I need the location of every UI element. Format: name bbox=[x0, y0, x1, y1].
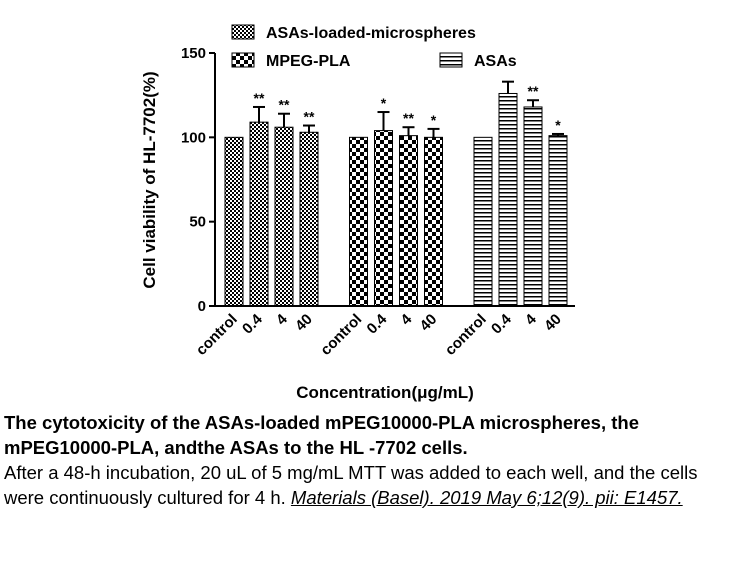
significance: ** bbox=[254, 90, 265, 106]
x-tick-label: 4 bbox=[273, 310, 291, 328]
legend-swatch bbox=[231, 52, 255, 68]
caption: The cytotoxicity of the ASAs-loaded mPEG… bbox=[4, 410, 742, 510]
significance: ** bbox=[403, 110, 414, 126]
bar bbox=[299, 131, 319, 307]
bar bbox=[249, 121, 269, 307]
bar bbox=[498, 92, 518, 307]
bar bbox=[274, 126, 294, 307]
legend-swatch bbox=[439, 52, 463, 68]
bar bbox=[349, 136, 368, 307]
legend-swatch bbox=[231, 24, 255, 40]
legend-label: ASAs bbox=[474, 53, 517, 70]
significance: * bbox=[431, 112, 437, 128]
chart: Cell viability of HL-7702(%) Concentrati… bbox=[140, 24, 575, 402]
bar bbox=[399, 135, 418, 307]
significance: ** bbox=[528, 83, 539, 99]
x-tick-label: control bbox=[442, 311, 490, 359]
caption-body: After a 48-h incubation, 20 uL of 5 mg/m… bbox=[4, 460, 742, 510]
x-tick-label: 40 bbox=[417, 311, 441, 335]
x-tick-label: 4 bbox=[397, 310, 415, 328]
y-tick-label: 0 bbox=[198, 298, 206, 315]
bar bbox=[374, 130, 393, 307]
citation: Materials (Basel). 2019 May 6;12(9). pii… bbox=[290, 487, 683, 508]
y-axis-title: Cell viability of HL-7702(%) bbox=[140, 71, 159, 288]
x-tick-label: 4 bbox=[522, 310, 540, 328]
bar bbox=[548, 135, 568, 307]
legend-label: MPEG-PLA bbox=[266, 53, 351, 70]
x-tick-label: 40 bbox=[541, 311, 565, 335]
y-tick-label: 150 bbox=[181, 45, 206, 62]
x-tick-label: 40 bbox=[292, 311, 316, 335]
caption-text: After a 48-h incubation, 20 uL of 5 mg/m… bbox=[4, 462, 698, 508]
x-tick-label: 0.4 bbox=[364, 310, 391, 337]
significance: * bbox=[555, 117, 561, 133]
bar bbox=[523, 106, 543, 307]
bar bbox=[473, 136, 493, 307]
legend-label: ASAs-loaded-microspheres bbox=[266, 25, 476, 42]
significance: ** bbox=[304, 109, 315, 125]
significance: * bbox=[381, 95, 387, 111]
x-tick-label: 0.4 bbox=[488, 310, 515, 337]
significance: ** bbox=[279, 97, 290, 113]
x-tick-label: 0.4 bbox=[239, 310, 266, 337]
caption-title: The cytotoxicity of the ASAs-loaded mPEG… bbox=[4, 412, 639, 458]
x-tick-label: control bbox=[317, 311, 365, 359]
x-axis-title: Concentration(μg/mL) bbox=[296, 383, 474, 402]
y-tick-label: 50 bbox=[189, 214, 206, 231]
bar bbox=[424, 136, 443, 307]
bar bbox=[224, 136, 244, 307]
y-tick-label: 100 bbox=[181, 129, 206, 146]
x-tick-label: control bbox=[193, 311, 241, 359]
